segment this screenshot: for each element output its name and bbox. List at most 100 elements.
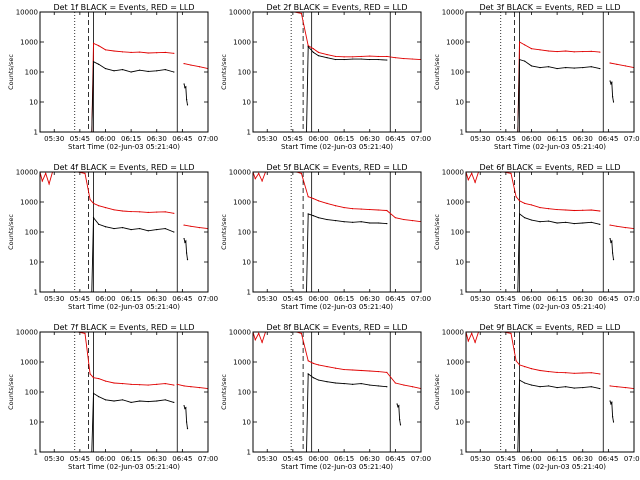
data-point-events [539,221,541,223]
data-point-lld [300,12,303,14]
data-point-lld [84,332,86,334]
data-point-lld [173,52,175,54]
chart-title: Det 1f BLACK = Events, RED = LLD [53,3,194,12]
data-point-lld [312,197,314,200]
data-point-lld [377,370,379,373]
data-point-events [565,67,567,69]
data-point-events [343,221,345,223]
y-tick-label: 10000 [16,9,38,17]
data-point-lld [609,224,611,226]
data-point-events [398,405,400,407]
x-tick-label: 06:15 [547,135,567,143]
data-point-events [183,405,185,407]
data-point-lld [164,211,166,213]
x-tick-label: 06:45 [385,135,405,143]
y-axis-label: Counts/sec [220,374,228,410]
x-tick-label: 05:30 [470,295,490,303]
data-point-lld [582,50,584,53]
x-tick-label: 06:30 [147,455,167,463]
data-point-events [369,222,371,224]
data-point-lld [261,180,263,182]
x-tick-label: 05:30 [44,295,64,303]
data-point-lld [130,51,132,54]
data-point-lld [45,172,47,174]
y-tick-label: 10 [242,99,251,107]
series-line-events [517,59,600,132]
data-point-events [184,241,186,244]
x-tick-label: 05:45 [70,135,90,143]
x-tick-label: 06:45 [598,135,618,143]
x-axis-label: Start Time (02-Jun-03 05:21:40) [68,303,180,311]
chart-panel-det-6f: 05:30 05:45 06:00 06:15 06:30 06:45 07:00 1 10 10… [433,163,640,311]
chart-title: Det 5f BLACK = Events, RED = LLD [266,163,407,172]
data-point-lld [386,209,388,212]
y-axis-label: Counts/sec [7,54,15,90]
x-axis-label: Start Time (02-Jun-03 05:21:40) [281,143,393,151]
data-point-events [609,80,611,82]
data-point-lld [98,377,100,380]
data-point-lld [510,332,512,334]
y-tick-label: 1 [247,449,251,457]
data-point-events [334,58,337,61]
data-point-events [147,230,149,232]
x-tick-label: 07:00 [411,295,431,303]
data-point-events [352,221,354,223]
data-point-events [565,221,567,223]
data-point-lld [326,54,328,56]
data-point-lld [258,332,260,334]
x-tick-label: 05:45 [283,295,303,303]
x-tick-label: 06:00 [308,135,328,143]
x-tick-label: 07:00 [624,135,640,143]
y-axis-label: Counts/sec [7,374,15,410]
data-point-events [352,383,354,385]
data-point-events [104,67,107,70]
data-point-events [186,99,188,101]
data-point-lld [183,224,185,226]
x-tick-label: 07:00 [198,135,218,143]
chart-panel-det-9f: 05:30 05:45 06:00 06:15 06:30 06:45 07:00 1 10 10… [433,323,640,471]
data-point-events [92,392,95,394]
data-point-lld [616,225,618,227]
data-point-events [386,223,388,225]
data-point-lld [515,360,517,362]
data-point-events [612,96,614,98]
data-point-lld [198,387,201,389]
data-point-events [565,386,567,388]
data-point-lld [573,209,575,212]
chart-panel-det-1f: 05:30 05:45 06:00 06:15 06:30 06:45 07:00 1 10 10… [7,3,218,151]
x-tick-label: 06:15 [334,135,354,143]
x-tick-label: 06:30 [360,455,380,463]
data-point-events [121,399,124,401]
x-axis-label: Start Time (02-Jun-03 05:21:40) [68,143,180,151]
chart-panel-det-7f: 05:30 05:45 06:00 06:15 06:30 06:45 07:00 1 10 10… [7,323,218,471]
data-point-events [130,229,132,231]
y-tick-label: 100 [238,389,251,397]
data-point-lld [334,367,337,369]
data-point-lld [547,50,550,52]
data-point-events [524,217,526,219]
series-line-events [306,45,387,132]
data-point-events [547,385,550,387]
data-point-events [377,58,379,61]
data-point-events [98,63,100,65]
x-tick-label: 05:45 [496,455,516,463]
data-point-events [582,387,584,389]
data-point-events [609,400,611,402]
data-point-lld [582,372,584,374]
data-point-lld [530,204,533,206]
data-point-lld [403,384,405,386]
y-tick-label: 10 [455,99,464,107]
y-tick-label: 1 [247,129,251,137]
data-point-lld [104,207,107,209]
data-point-lld [147,211,149,214]
data-point-lld [147,52,149,54]
series-line-lld [91,42,174,132]
data-point-events [147,400,149,403]
data-point-lld [599,373,601,375]
y-axis-label: Counts/sec [433,374,441,410]
data-point-events [539,67,541,69]
data-point-lld [92,202,95,204]
y-tick-label: 1000 [233,39,251,47]
y-tick-label: 1 [460,289,464,297]
data-point-lld [176,383,178,385]
